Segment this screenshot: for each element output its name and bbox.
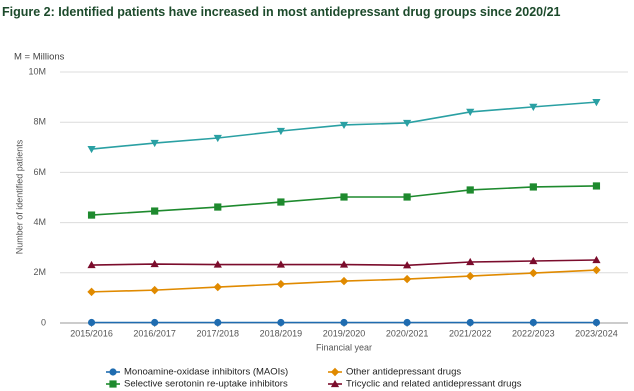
x-tick-label: 2017/2018 — [197, 328, 240, 338]
y-tick-label: 0 — [41, 317, 46, 327]
marker — [466, 271, 475, 281]
marker — [529, 256, 538, 265]
marker — [592, 265, 601, 275]
marker — [339, 276, 349, 286]
x-tick-label: 2015/2016 — [70, 328, 113, 338]
marker — [403, 193, 411, 201]
legend-label: Other antidepressant drugs — [346, 367, 461, 378]
y-axis-title: Number of identified patients — [14, 139, 24, 254]
x-tick-label: 2016/2017 — [133, 328, 176, 338]
chart-title: Figure 2: Identified patients have incre… — [2, 5, 561, 19]
marker — [466, 108, 475, 117]
marker — [403, 318, 411, 327]
marker — [109, 368, 117, 376]
marker — [402, 274, 412, 284]
marker — [529, 183, 537, 191]
x-tick-label: 2022/2023 — [512, 328, 555, 338]
marker — [150, 139, 159, 148]
marker — [330, 379, 340, 388]
x-tick-label: 2023/2024 — [575, 328, 618, 338]
marker — [592, 99, 601, 107]
y-tick-label: 6M — [33, 167, 46, 177]
marker — [276, 279, 286, 289]
marker — [339, 121, 349, 130]
marker — [529, 103, 538, 111]
x-tick-label: 2018/2019 — [260, 328, 303, 338]
marker — [529, 268, 538, 278]
marker — [340, 193, 348, 201]
y-tick-label: 2M — [33, 267, 46, 277]
x-tick-label: 2021/2022 — [449, 328, 492, 338]
marker — [214, 318, 222, 327]
y-tick-label: 10M — [28, 66, 46, 76]
x-tick-label: 2020/2021 — [386, 328, 429, 338]
marker — [213, 134, 222, 143]
marker — [151, 318, 159, 327]
y-tick-label: 8M — [33, 117, 46, 127]
marker — [466, 257, 475, 266]
marker — [592, 255, 601, 264]
marker — [592, 182, 601, 190]
marker — [340, 318, 348, 327]
marker — [592, 318, 601, 327]
marker — [213, 282, 222, 292]
y-tick-label: 4M — [33, 217, 46, 227]
marker — [330, 367, 340, 377]
marker — [150, 285, 159, 295]
marker — [276, 260, 285, 268]
marker — [277, 198, 285, 206]
legend-label: Tricyclic and related antidepressant dru… — [346, 379, 522, 390]
marker — [277, 318, 285, 327]
marker — [109, 380, 117, 388]
marker — [403, 261, 412, 269]
marker — [87, 260, 96, 269]
chart-subtitle: M = Millions — [14, 52, 65, 63]
marker — [529, 318, 537, 327]
marker — [87, 211, 96, 219]
legend-label: Selective serotonin re-uptake inhibitors — [124, 379, 288, 390]
marker — [87, 145, 96, 154]
marker — [403, 119, 412, 128]
legend-label: Monoamine-oxidase inhibitors (MAOIs) — [124, 367, 288, 378]
marker — [150, 259, 159, 268]
marker — [151, 207, 159, 215]
marker — [87, 287, 96, 297]
marker — [213, 260, 222, 268]
marker — [466, 186, 474, 194]
x-tick-label: 2019/2020 — [323, 328, 366, 338]
x-axis-title: Financial year — [316, 342, 372, 352]
marker — [339, 260, 349, 268]
marker — [276, 127, 285, 136]
marker — [87, 318, 96, 327]
marker — [214, 203, 222, 211]
marker — [466, 318, 474, 327]
